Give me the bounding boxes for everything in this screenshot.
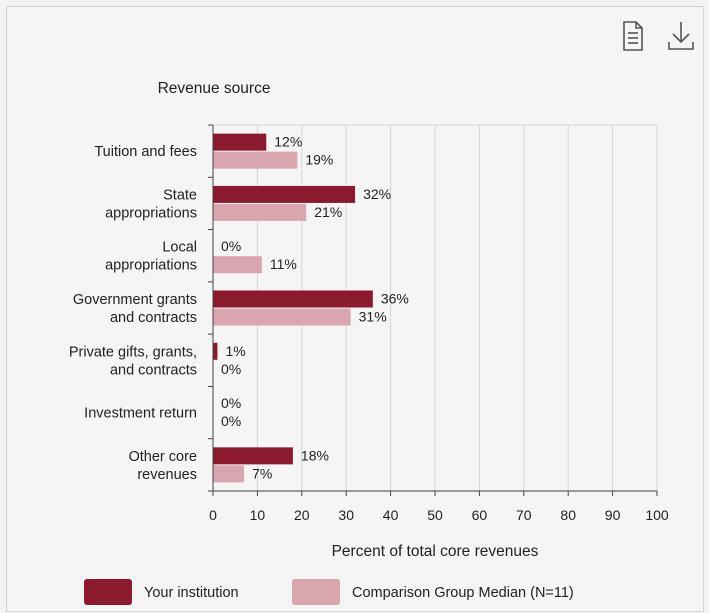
x-tick-label: 50 xyxy=(427,507,443,523)
category-label-line: appropriations xyxy=(105,205,197,221)
legend-item-comparison-median-swatch xyxy=(292,579,340,605)
category-label: State appropriations xyxy=(105,187,197,221)
category-axis-title: Revenue source xyxy=(158,80,271,97)
bar-your-institution xyxy=(213,133,267,151)
x-tick-label: 20 xyxy=(294,507,310,523)
legend: Your institution Comparison Group Median … xyxy=(84,579,574,605)
category-label: Tuition and fees xyxy=(94,144,197,160)
x-tick-label: 40 xyxy=(383,507,399,523)
category-label-line: revenues xyxy=(137,467,197,483)
x-tick-label: 10 xyxy=(250,507,266,523)
bars-layer: 12% 32% 0% 36% 1% 0% 18% 19% 21% 11% 31% 0% 0% 7% xyxy=(213,133,409,483)
document-icon[interactable] xyxy=(615,18,651,54)
value-label-comparison-median: 7% xyxy=(252,465,272,481)
legend-item-comparison-median-label: Comparison Group Median (N=11) xyxy=(352,585,574,601)
bar-comparison-median xyxy=(213,308,351,326)
x-tick-label: 30 xyxy=(338,507,354,523)
category-label-line: and contracts xyxy=(110,362,197,378)
value-label-comparison-median: 11% xyxy=(270,256,297,272)
value-label-your-institution: 12% xyxy=(274,134,302,150)
value-label-comparison-median: 0% xyxy=(221,413,241,429)
value-label-comparison-median: 21% xyxy=(314,204,342,220)
category-label-line: Investment return xyxy=(84,406,197,422)
chart-panel xyxy=(6,6,704,612)
value-label-your-institution: 36% xyxy=(381,291,409,307)
x-axis-title: Percent of total core revenues xyxy=(332,543,539,560)
axis-layer: 0 10 20 30 40 50 60 70 80 90 100 Tuition and fees St… xyxy=(69,124,669,523)
category-label-line: Other core xyxy=(129,449,198,465)
value-label-your-institution: 0% xyxy=(221,238,241,254)
bar-your-institution xyxy=(213,290,373,308)
category-label: Government grants and contracts xyxy=(73,292,197,326)
category-label: Other core revenues xyxy=(129,449,198,483)
download-icon[interactable] xyxy=(663,18,699,54)
bar-comparison-median xyxy=(213,256,262,274)
bar-comparison-median xyxy=(213,465,245,483)
document-icon-graphic xyxy=(623,21,643,51)
download-icon-graphic xyxy=(668,22,694,50)
bar-your-institution xyxy=(213,447,293,465)
bar-your-institution xyxy=(213,342,218,360)
x-tick-label: 0 xyxy=(209,507,217,523)
category-label-line: State xyxy=(163,187,197,203)
category-label: Local appropriations xyxy=(105,240,197,274)
category-label: Investment return xyxy=(84,406,197,422)
value-label-your-institution: 18% xyxy=(301,447,329,463)
category-label-line: Private gifts, grants, xyxy=(69,344,197,360)
legend-item-your-institution-label: Your institution xyxy=(144,585,239,601)
x-tick-label: 60 xyxy=(472,507,488,523)
chart-toolbar xyxy=(615,18,705,58)
value-label-your-institution: 0% xyxy=(221,395,241,411)
category-label-line: appropriations xyxy=(105,258,197,274)
value-label-comparison-median: 31% xyxy=(359,309,387,325)
category-label-line: Tuition and fees xyxy=(94,144,197,160)
x-tick-label: 80 xyxy=(560,507,576,523)
category-label-line: and contracts xyxy=(110,310,197,326)
x-tick-label: 100 xyxy=(645,507,669,523)
bar-comparison-median xyxy=(213,151,298,169)
value-label-your-institution: 1% xyxy=(225,343,245,359)
value-label-comparison-median: 19% xyxy=(305,152,333,168)
bar-your-institution xyxy=(213,185,356,203)
x-tick-label: 70 xyxy=(516,507,532,523)
bar-comparison-median xyxy=(213,203,307,221)
value-label-comparison-median: 0% xyxy=(221,361,241,377)
legend-item-your-institution-swatch xyxy=(84,579,132,605)
value-label-your-institution: 32% xyxy=(363,186,391,202)
grid-layer xyxy=(213,124,658,491)
category-label: Private gifts, grants, and contracts xyxy=(69,344,197,378)
category-label-line: Local xyxy=(162,240,197,256)
category-label-line: Government grants xyxy=(73,292,197,308)
x-tick-label: 90 xyxy=(605,507,621,523)
